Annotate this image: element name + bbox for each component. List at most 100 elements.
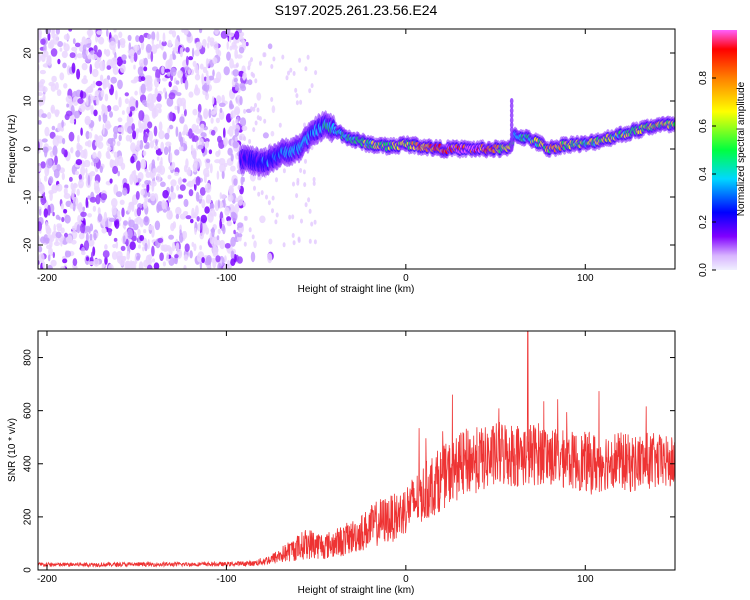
spectrogram-cell: [47, 254, 51, 262]
spectrogram-cell: [243, 241, 247, 247]
spectrogram-cell: [95, 80, 103, 87]
spectrogram-cell: [147, 239, 150, 250]
spectrogram-y-label: Frequency (Hz): [7, 115, 18, 184]
spectrogram-cell: [113, 151, 118, 158]
spectrogram-cell: [80, 165, 86, 177]
spectrogram-cell: [232, 120, 235, 130]
spectrogram-cell: [169, 111, 174, 121]
spectrogram-cell: [232, 69, 239, 77]
spectrogram-cell: [243, 108, 247, 114]
spectrogram-cell: [51, 164, 57, 171]
spectrogram-cell: [94, 140, 101, 147]
spectrogram-cell: [69, 52, 76, 59]
spectrogram-cell: [509, 117, 514, 124]
spectrogram-cell: [200, 214, 208, 224]
spectrogram-cell: [146, 97, 151, 109]
spectrogram-cell: [150, 51, 154, 63]
spectrogram-cell: [119, 199, 125, 205]
spectrogram-cell: [250, 57, 253, 63]
spectrogram-cell: [140, 76, 146, 82]
spectrogram-cell: [118, 134, 122, 142]
spectrogram-cell: [138, 126, 143, 133]
spectrogram-cell: [162, 51, 167, 61]
spectrogram-cell: [142, 201, 148, 209]
spectrogram-cell: [115, 90, 118, 101]
spectrogram-cell: [230, 211, 236, 218]
spectrogram-cell: [226, 51, 231, 61]
spectrogram-cell: [100, 193, 108, 201]
spectrogram-cell: [127, 205, 132, 213]
spectrogram-cell: [183, 198, 189, 208]
spectrogram-cell: [247, 79, 253, 86]
spectrogram-cell: [66, 103, 70, 108]
colorbar: 0.0 0.2 0.4 0.6 0.8 Normalized spectral ampl…: [698, 30, 747, 277]
spectrogram-cell: [129, 134, 133, 143]
spectrogram-cell: [239, 117, 247, 127]
spectrogram-cell: [121, 207, 125, 218]
spectrogram-cell: [38, 29, 43, 38]
spectrogram-cell: [236, 54, 243, 59]
spectrogram-cell: [183, 124, 189, 135]
spectrogram-cell: [42, 146, 49, 153]
x-tick-label: -100: [216, 273, 236, 284]
spectrogram-cell: [124, 260, 131, 269]
spectrogram-cell: [90, 53, 98, 60]
spectrogram-cell: [215, 255, 221, 263]
spectrogram-cell: [239, 82, 246, 89]
spectrogram-cell: [141, 99, 148, 106]
spectrogram-cell: [227, 129, 231, 135]
spectrogram-cell: [61, 119, 64, 128]
spectrogram-cell: [189, 250, 193, 259]
spectrogram-cell: [146, 33, 152, 40]
spectrogram-cell: [89, 63, 93, 75]
spectrogram-cell: [200, 123, 205, 129]
spectrogram-cell: [68, 131, 75, 142]
spectrogram-cell: [80, 211, 87, 217]
spectrogram-cell: [239, 135, 243, 141]
spectrogram-cell: [122, 59, 127, 65]
snr-frame: [37, 330, 676, 571]
spectrogram-cell: [230, 153, 234, 162]
spectrogram-cell: [179, 116, 185, 124]
spectrogram-cell: [99, 165, 104, 173]
spectrogram-cell: [126, 251, 130, 256]
y-tick-label: 20: [23, 47, 34, 59]
spectrogram-cell: [124, 98, 129, 104]
spectrogram-cell: [45, 221, 49, 232]
spectrogram-cell: [165, 141, 172, 147]
spectrogram-cell: [158, 121, 163, 132]
spectrogram-cell: [234, 136, 238, 142]
spectrogram-cell: [217, 262, 222, 269]
spectrogram-cell: [234, 128, 239, 137]
spectrogram-cell: [74, 42, 81, 48]
spectrogram-cell: [62, 258, 68, 264]
spectrogram-cell: [143, 66, 148, 72]
spectrogram-cell: [142, 246, 145, 252]
spectrogram-cell: [242, 72, 247, 81]
spectrogram-cell: [295, 100, 299, 106]
spectrogram-cell: [242, 201, 246, 207]
spectrogram-cell: [148, 225, 155, 231]
spectrogram-cell: [41, 198, 47, 204]
spectrogram-cell: [299, 99, 303, 105]
spectrogram-cell: [170, 223, 175, 232]
spectrogram-cell: [241, 125, 248, 131]
spectrogram-cell: [157, 237, 164, 244]
spectrogram-cell: [307, 197, 311, 203]
spectrogram-cell: [90, 105, 94, 115]
spectrogram-cell: [216, 235, 220, 241]
spectrogram-cell: [49, 131, 56, 139]
spectrogram-cell: [144, 180, 151, 185]
spectrogram-cell: [248, 60, 252, 67]
spectrogram-cell: [204, 92, 209, 101]
spectrogram-cell: [196, 69, 200, 77]
spectrogram-cell: [196, 140, 199, 151]
spectrogram-cell: [144, 242, 148, 252]
spectrogram-cell: [93, 109, 98, 117]
spectrogram-cell: [211, 95, 215, 105]
spectrogram-cell: [204, 206, 210, 214]
spectrogram-cell: [182, 230, 188, 240]
spectrogram-cell: [52, 145, 58, 156]
spectrogram-cell: [239, 96, 243, 106]
spectrogram-cell: [117, 170, 120, 177]
